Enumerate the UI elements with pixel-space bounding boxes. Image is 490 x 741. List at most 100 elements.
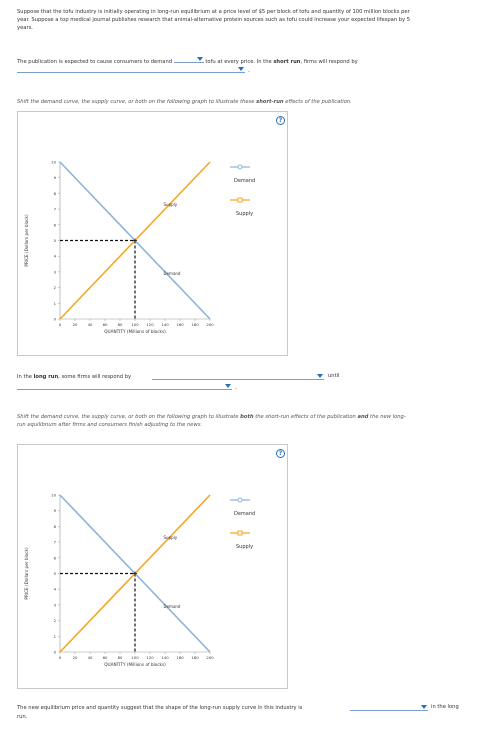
demand-label: Demand (234, 178, 256, 184)
q2-period: . (235, 384, 237, 391)
x-tick-label: 0 (59, 655, 62, 660)
y-tick-label: 0 (54, 317, 57, 322)
q3-line-2: run. (17, 714, 28, 720)
y-tick-label: 7 (54, 207, 57, 212)
supply-curve-label: Supply (164, 202, 178, 207)
y-tick-label: 0 (54, 650, 57, 655)
demand-change-dropdown[interactable] (173, 56, 204, 63)
help-icon[interactable]: ? (276, 449, 285, 458)
long-run-response-dropdown[interactable] (152, 373, 324, 380)
x-tick-label: 160 (176, 655, 184, 660)
q1-period: . (248, 67, 250, 74)
dropdown-arrow-icon (196, 57, 203, 61)
supply-label: Supply (236, 544, 254, 550)
x-tick-label: 60 (103, 655, 108, 660)
y-axis-label: PRICE (Dollars per block) (24, 214, 29, 267)
instruction-1-text: Shift the demand curve, the supply curve… (17, 99, 255, 105)
y-tick-label: 1 (54, 634, 57, 639)
demand-label: Demand (234, 511, 256, 517)
supply-tool-icon (230, 530, 250, 536)
y-tick-label: 10 (51, 493, 56, 498)
y-tick-label: 5 (54, 571, 57, 576)
intro-line-3: years. (17, 25, 33, 31)
intro-line-2: year. Suppose a top medical journal publ… (17, 17, 411, 23)
y-tick-label: 3 (54, 269, 57, 274)
dropdown-arrow-icon (421, 705, 427, 709)
y-tick-label: 4 (54, 587, 57, 592)
dropdown-arrow-icon (238, 67, 244, 71)
y-tick-label: 6 (54, 222, 57, 227)
instruction-2-part-3: the new long- (370, 414, 406, 420)
q3-suffix: in the long (431, 704, 459, 710)
lr-supply-shape-dropdown[interactable] (350, 704, 428, 711)
y-tick-label: 5 (54, 238, 57, 243)
x-tick-label: 140 (161, 322, 169, 327)
x-tick-label: 120 (146, 322, 154, 327)
instruction-2-line-2: run equilibrium after firms and consumer… (17, 422, 203, 428)
q2-suffix: until (328, 373, 340, 379)
q1-prefix: The publication is expected to cause con… (17, 59, 173, 65)
q3-prefix: The new equilibrium price and quantity s… (17, 705, 303, 711)
y-tick-label: 8 (54, 191, 57, 196)
demand-tool[interactable] (230, 164, 250, 172)
intro-line-1: Suppose that the tofu industry is initia… (17, 9, 410, 15)
x-tick-label: 20 (73, 322, 78, 327)
demand-tool-icon (230, 164, 250, 170)
x-tick-label: 80 (118, 655, 123, 660)
x-tick-label: 60 (103, 322, 108, 327)
graph-panel-2: ? 0 1 2 3 4 5 6 7 8 9 10 0 20 40 60 80 100 120 140 160 180 20… (17, 444, 288, 689)
instruction-1: Shift the demand curve, the supply curve… (17, 98, 473, 106)
instruction-2-line-1: Shift the demand curve, the supply curve… (17, 413, 473, 421)
y-tick-label: 6 (54, 555, 57, 560)
q2-middle: , some firms will respond by (58, 374, 132, 380)
x-tick-label: 0 (59, 322, 62, 327)
instruction-1-bold: short-run (256, 99, 284, 105)
x-tick-label: 40 (88, 655, 93, 660)
instruction-2: Shift the demand curve, the supply curve… (17, 413, 473, 429)
question-long-run-supply: The new equilibrium price and quantity s… (17, 704, 473, 712)
dropdown-arrow-icon (317, 374, 323, 378)
x-tick-label: 200 (206, 655, 214, 660)
y-tick-label: 10 (51, 160, 56, 165)
short-run-response-dropdown[interactable] (17, 66, 245, 73)
q1-middle: tofu at every price. In the (205, 59, 272, 65)
x-tick-label: 180 (191, 322, 199, 327)
q2-bold: long run (33, 374, 59, 380)
q1-suffix: , firms will respond by (300, 59, 358, 65)
y-tick-label: 3 (54, 602, 57, 607)
question-short-run: The publication is expected to cause con… (17, 56, 473, 66)
y-tick-label: 9 (54, 508, 57, 513)
x-tick-label: 120 (146, 655, 154, 660)
x-tick-label: 100 (131, 322, 139, 327)
x-axis-label: QUANTITY (Millions of blocks) (104, 662, 166, 667)
demand-tool-icon (230, 497, 250, 503)
x-tick-label: 80 (118, 322, 123, 327)
x-tick-label: 140 (161, 655, 169, 660)
y-tick-label: 7 (54, 540, 57, 545)
q2-prefix: In the (17, 374, 32, 380)
x-tick-label: 20 (73, 655, 78, 660)
supply-label: Supply (236, 211, 254, 217)
instruction-2-part-1: Shift the demand curve, the supply curve… (17, 414, 239, 420)
question-long-run: In the long run, some firms will respond… (17, 373, 473, 381)
y-tick-label: 8 (54, 524, 57, 529)
supply-tool[interactable] (230, 197, 250, 205)
help-icon[interactable]: ? (276, 116, 285, 125)
long-run-until-dropdown[interactable] (17, 383, 232, 390)
y-tick-label: 4 (54, 254, 57, 259)
demand-curve-label: Demand (164, 271, 181, 276)
x-tick-label: 160 (176, 322, 184, 327)
x-tick-label: 180 (191, 655, 199, 660)
graph-panel-1: ? 0 1 2 3 4 5 6 7 8 9 10 0 20 40 60 80 100 120 140 160 180 20… (17, 111, 288, 356)
q1-bold: short run (273, 59, 301, 65)
supply-curve-label: Supply (164, 535, 178, 540)
intro-paragraph: Suppose that the tofu industry is initia… (17, 8, 473, 32)
y-tick-label: 2 (54, 285, 57, 290)
supply-tool[interactable] (230, 530, 250, 538)
y-tick-label: 1 (54, 301, 57, 306)
demand-tool[interactable] (230, 497, 250, 505)
x-tick-label: 200 (206, 322, 214, 327)
instruction-1-suffix: effects of the publication. (285, 99, 352, 105)
